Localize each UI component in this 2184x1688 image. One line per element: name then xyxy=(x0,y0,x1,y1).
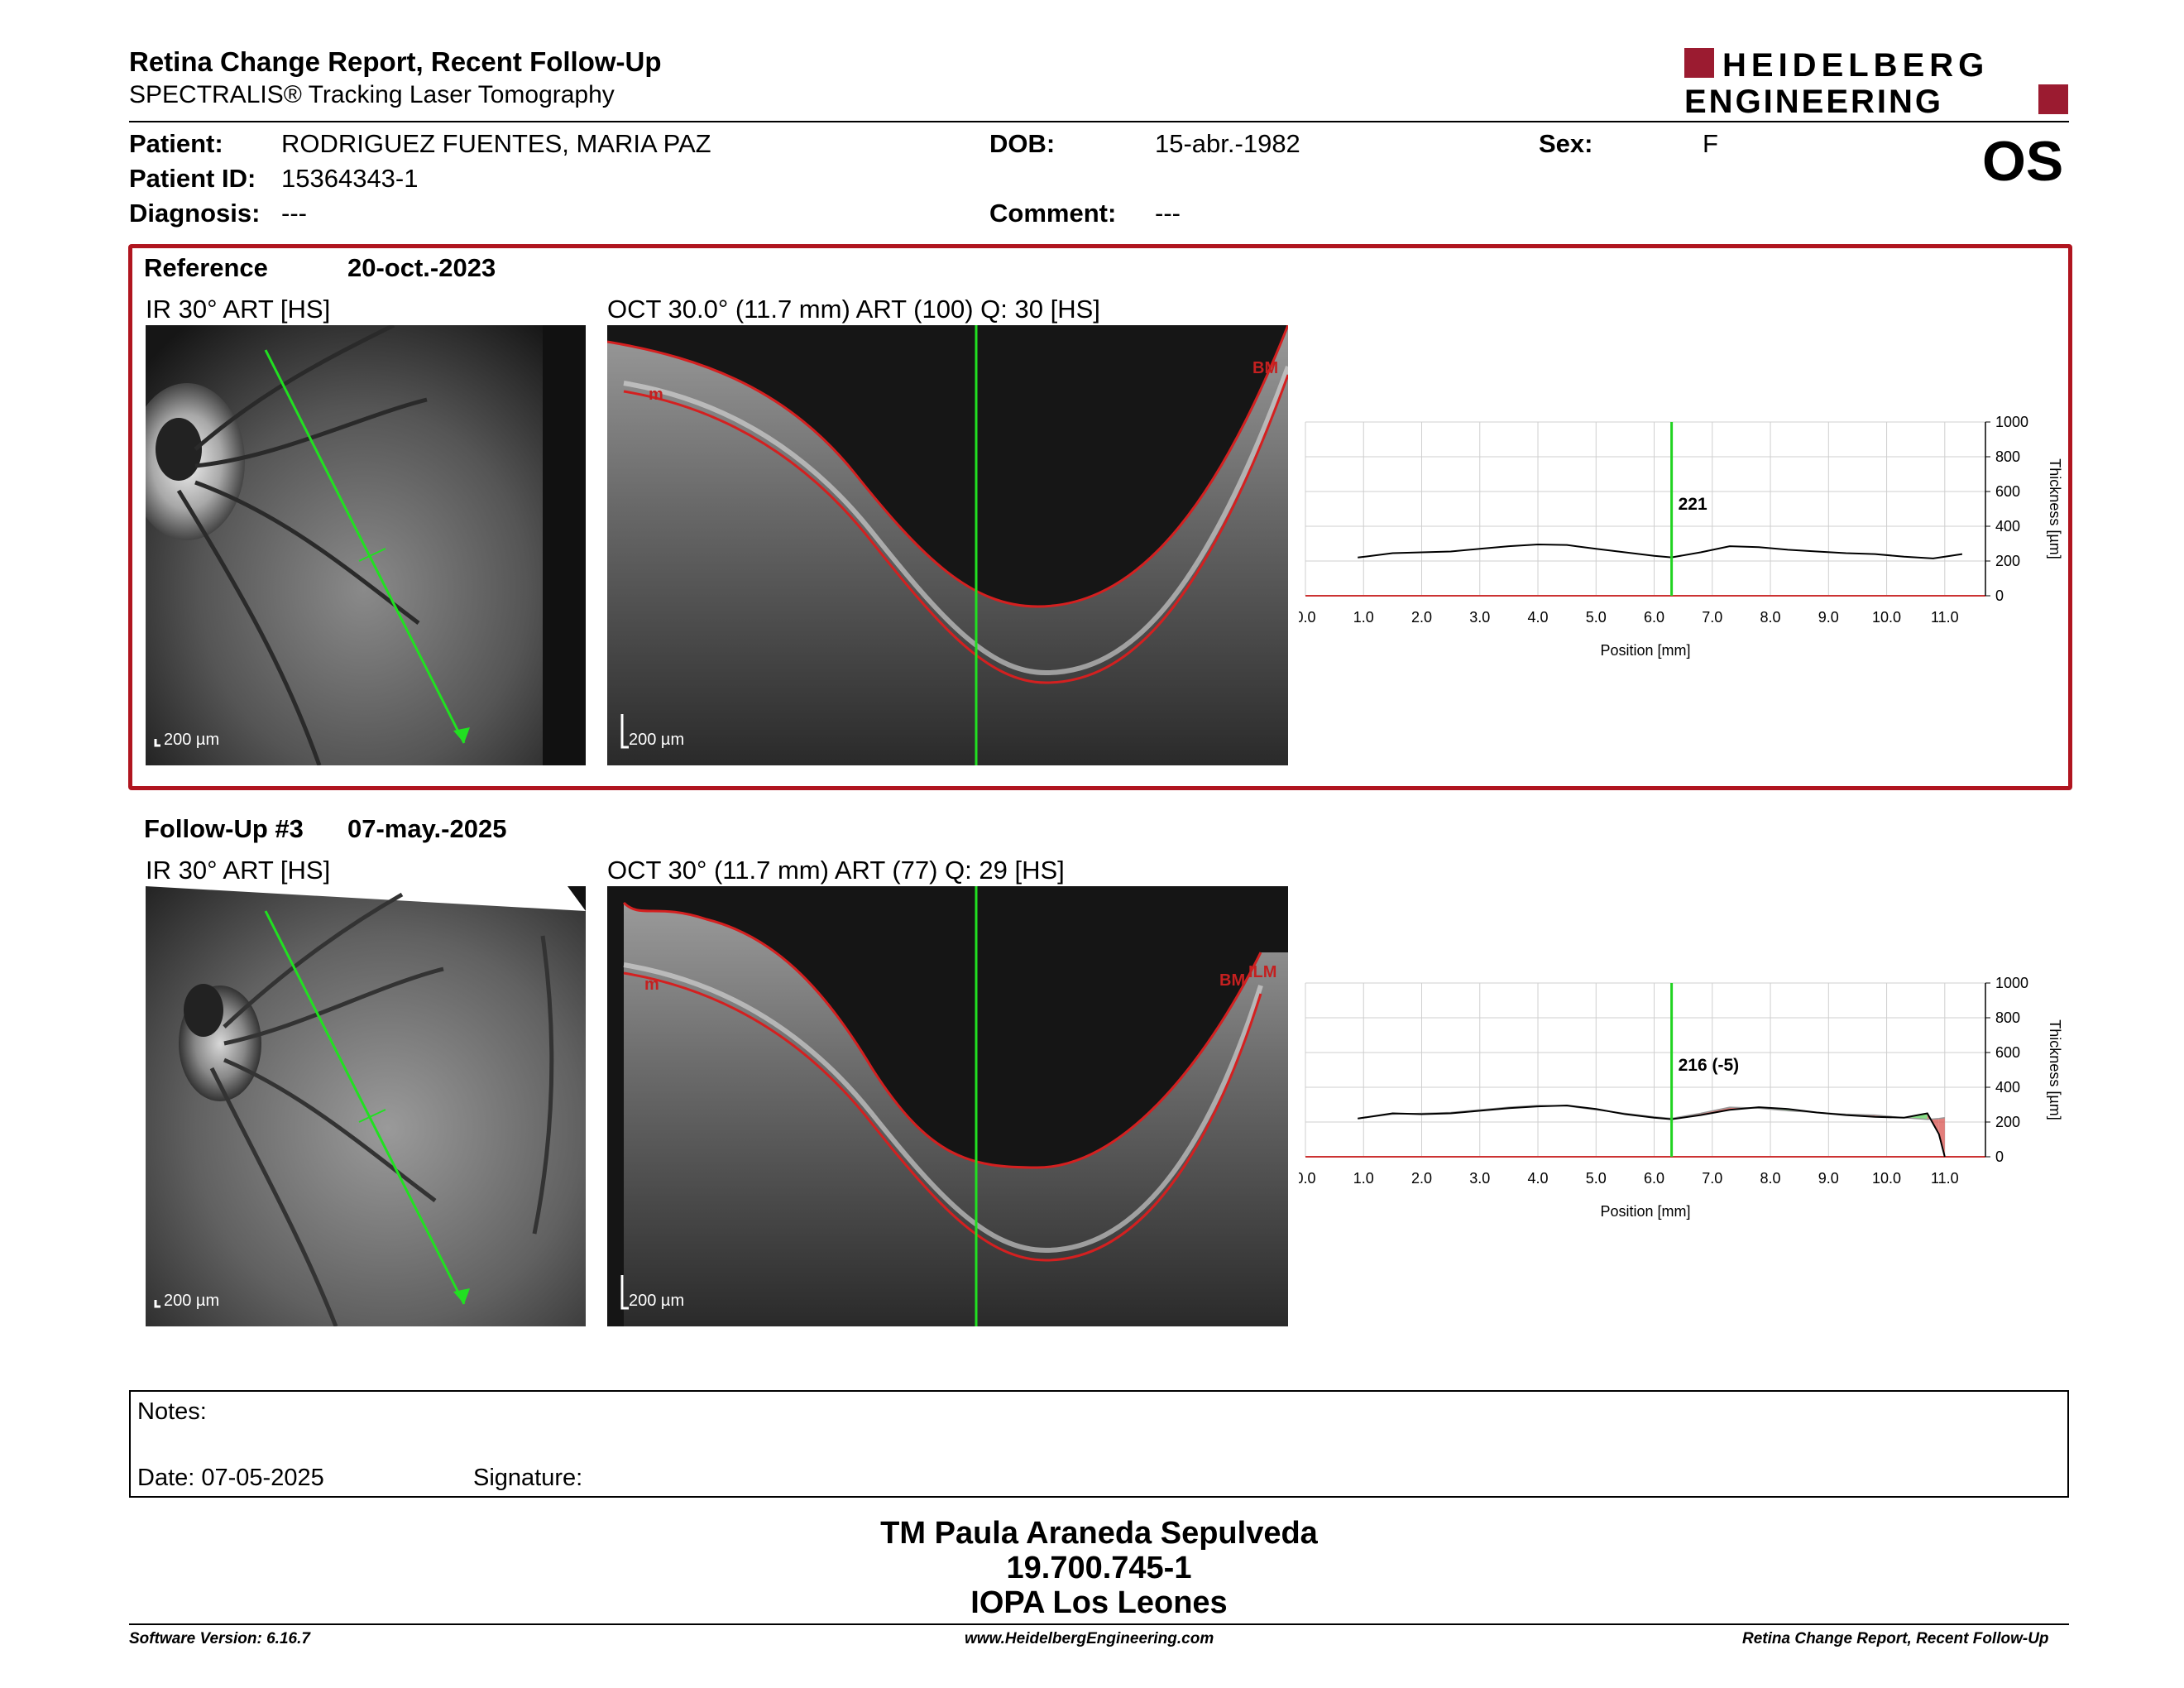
y-tick-label: 0 xyxy=(1995,1149,2004,1165)
patient-name: RODRIGUEZ FUENTES, MARIA PAZ xyxy=(281,129,711,158)
x-tick-label: 6.0 xyxy=(1644,1170,1664,1187)
x-tick-label: 5.0 xyxy=(1586,609,1607,626)
reference-thickness-chart: 0 200 400 600 800 1000 0.0 1.0 2.0 3.0 4.0 5.0 6.0 7.… xyxy=(1295,414,2076,679)
x-tick-label: 0.0 xyxy=(1299,1170,1316,1187)
x-tick-label: 11.0 xyxy=(1931,1170,1959,1187)
thickness-line xyxy=(1358,1105,1946,1158)
reference-ir-scale: 200 µm xyxy=(164,731,220,749)
marker-value-label: 221 xyxy=(1679,495,1707,514)
x-tick-label: 3.0 xyxy=(1469,1170,1490,1187)
x-tick-label: 9.0 xyxy=(1818,609,1839,626)
comment-value: --- xyxy=(1155,199,1181,228)
x-tick-label: 9.0 xyxy=(1818,1170,1839,1187)
dob-value: 15-abr.-1982 xyxy=(1155,129,1300,158)
x-tick-label: 8.0 xyxy=(1760,609,1781,626)
reference-box xyxy=(128,244,2072,790)
x-tick-label: 10.0 xyxy=(1872,609,1901,626)
x-tick-label: 7.0 xyxy=(1702,1170,1722,1187)
x-axis-label: Position [mm] xyxy=(1600,642,1690,659)
report-subtitle: SPECTRALIS® Tracking Laser Tomography xyxy=(129,81,615,108)
x-tick-label: 0.0 xyxy=(1299,609,1316,626)
followup-oct-tag-bm: BM xyxy=(1219,971,1245,990)
logo-line2: ENGINEERING xyxy=(1684,84,1943,116)
y-tick-label: 200 xyxy=(1995,553,2020,569)
y-tick-label: 600 xyxy=(1995,483,2020,500)
comment-label: Comment: xyxy=(989,199,1117,228)
followup-label: Follow-Up #3 xyxy=(144,814,304,843)
sex-value: F xyxy=(1703,129,1718,158)
reference-oct-title: OCT 30.0° (11.7 mm) ART (100) Q: 30 [HS] xyxy=(607,295,1100,324)
footer-url[interactable]: www.HeidelbergEngineering.com xyxy=(965,1630,1214,1647)
reference-ir-title: IR 30° ART [HS] xyxy=(146,295,331,324)
reference-ir-fundus-image: 200 µm xyxy=(146,325,586,765)
reference-oct-tag-m: m xyxy=(649,386,663,404)
x-tick-label: 2.0 xyxy=(1411,1170,1432,1187)
y-tick-label: 200 xyxy=(1995,1114,2020,1130)
notes-box: Notes: Date: 07-05-2025 Signature: xyxy=(129,1390,2069,1498)
x-tick-label: 1.0 xyxy=(1353,1170,1374,1187)
x-axis-label: Position [mm] xyxy=(1600,1203,1690,1220)
x-tick-label: 6.0 xyxy=(1644,609,1664,626)
followup-date: 07-may.-2025 xyxy=(347,814,507,843)
followup-thickness-chart: 0 200 400 600 800 1000 0.0 1.0 2.0 3.0 4.0 5.0 6.0 7.… xyxy=(1295,975,2076,1240)
difference-area xyxy=(1938,1117,1945,1157)
y-axis-label: Thickness [µm] xyxy=(2047,458,2063,559)
followup-oct-tag-ilm: ILM xyxy=(1248,963,1276,981)
diagnosis-label: Diagnosis: xyxy=(129,199,261,228)
followup-ir-fundus-image: 200 µm xyxy=(146,886,586,1326)
signer-name: TM Paula Araneda Sepulveda xyxy=(880,1516,1318,1551)
x-tick-label: 1.0 xyxy=(1353,609,1374,626)
notes-date: Date: 07-05-2025 xyxy=(137,1465,324,1491)
y-tick-label: 0 xyxy=(1995,587,2004,604)
diagnosis-value: --- xyxy=(281,199,307,228)
followup-ir-title: IR 30° ART [HS] xyxy=(146,856,331,885)
followup-oct-bscan-image: ILM BM m 200 µm xyxy=(607,886,1288,1326)
heidelberg-logo: HEIDELBERG ENGINEERING xyxy=(1684,46,2068,120)
x-tick-label: 3.0 xyxy=(1469,609,1490,626)
signer-id: 19.700.745-1 xyxy=(1006,1551,1192,1585)
y-tick-label: 800 xyxy=(1995,448,2020,465)
y-tick-label: 800 xyxy=(1995,1009,2020,1026)
y-tick-label: 400 xyxy=(1995,518,2020,535)
sex-label: Sex: xyxy=(1539,129,1593,158)
reference-oct-scale: 200 µm xyxy=(629,731,685,749)
x-tick-label: 11.0 xyxy=(1931,609,1959,626)
thickness-line xyxy=(1358,544,1963,559)
marker-value-label: 216 (-5) xyxy=(1679,1056,1740,1075)
followup-oct-scale: 200 µm xyxy=(629,1292,685,1310)
patient-id: 15364343-1 xyxy=(281,164,419,193)
followup-oct-tag-m: m xyxy=(644,976,659,994)
y-tick-label: 600 xyxy=(1995,1044,2020,1061)
followup-oct-title: OCT 30° (11.7 mm) ART (77) Q: 29 [HS] xyxy=(607,856,1065,885)
y-axis-label: Thickness [µm] xyxy=(2047,1019,2063,1120)
y-tick-label: 1000 xyxy=(1995,975,2028,991)
patient-id-label: Patient ID: xyxy=(129,164,256,193)
footer-version: Software Version: 6.16.7 xyxy=(129,1630,310,1647)
x-tick-label: 4.0 xyxy=(1528,609,1549,626)
x-tick-label: 4.0 xyxy=(1528,1170,1549,1187)
logo-line1: HEIDELBERG xyxy=(1722,47,1989,84)
x-tick-label: 7.0 xyxy=(1702,609,1722,626)
reference-date: 20-oct.-2023 xyxy=(347,253,496,282)
y-tick-label: 1000 xyxy=(1995,414,2028,430)
y-tick-label: 400 xyxy=(1995,1079,2020,1096)
signer-block: TM Paula Araneda Sepulveda 19.700.745-1 … xyxy=(129,1516,2069,1620)
reference-oct-tag-bm: BM xyxy=(1252,359,1278,377)
x-tick-label: 8.0 xyxy=(1760,1170,1781,1187)
signer-org: IOPA Los Leones xyxy=(970,1585,1228,1620)
notes-label: Notes: xyxy=(137,1398,207,1425)
signature-label: Signature: xyxy=(473,1465,583,1491)
reference-label: Reference xyxy=(144,253,268,282)
x-tick-label: 10.0 xyxy=(1872,1170,1901,1187)
dob-label: DOB: xyxy=(989,129,1056,158)
followup-ir-scale: 200 µm xyxy=(164,1292,220,1310)
x-tick-label: 5.0 xyxy=(1586,1170,1607,1187)
report-title: Retina Change Report, Recent Follow-Up xyxy=(129,46,662,77)
eye-laterality: OS xyxy=(1982,130,2064,193)
footer-report-name: Retina Change Report, Recent Follow-Up xyxy=(1742,1630,2049,1647)
x-tick-label: 2.0 xyxy=(1411,609,1432,626)
patient-name-label: Patient: xyxy=(129,129,223,158)
reference-oct-bscan-image: BM m 200 µm xyxy=(607,325,1288,765)
